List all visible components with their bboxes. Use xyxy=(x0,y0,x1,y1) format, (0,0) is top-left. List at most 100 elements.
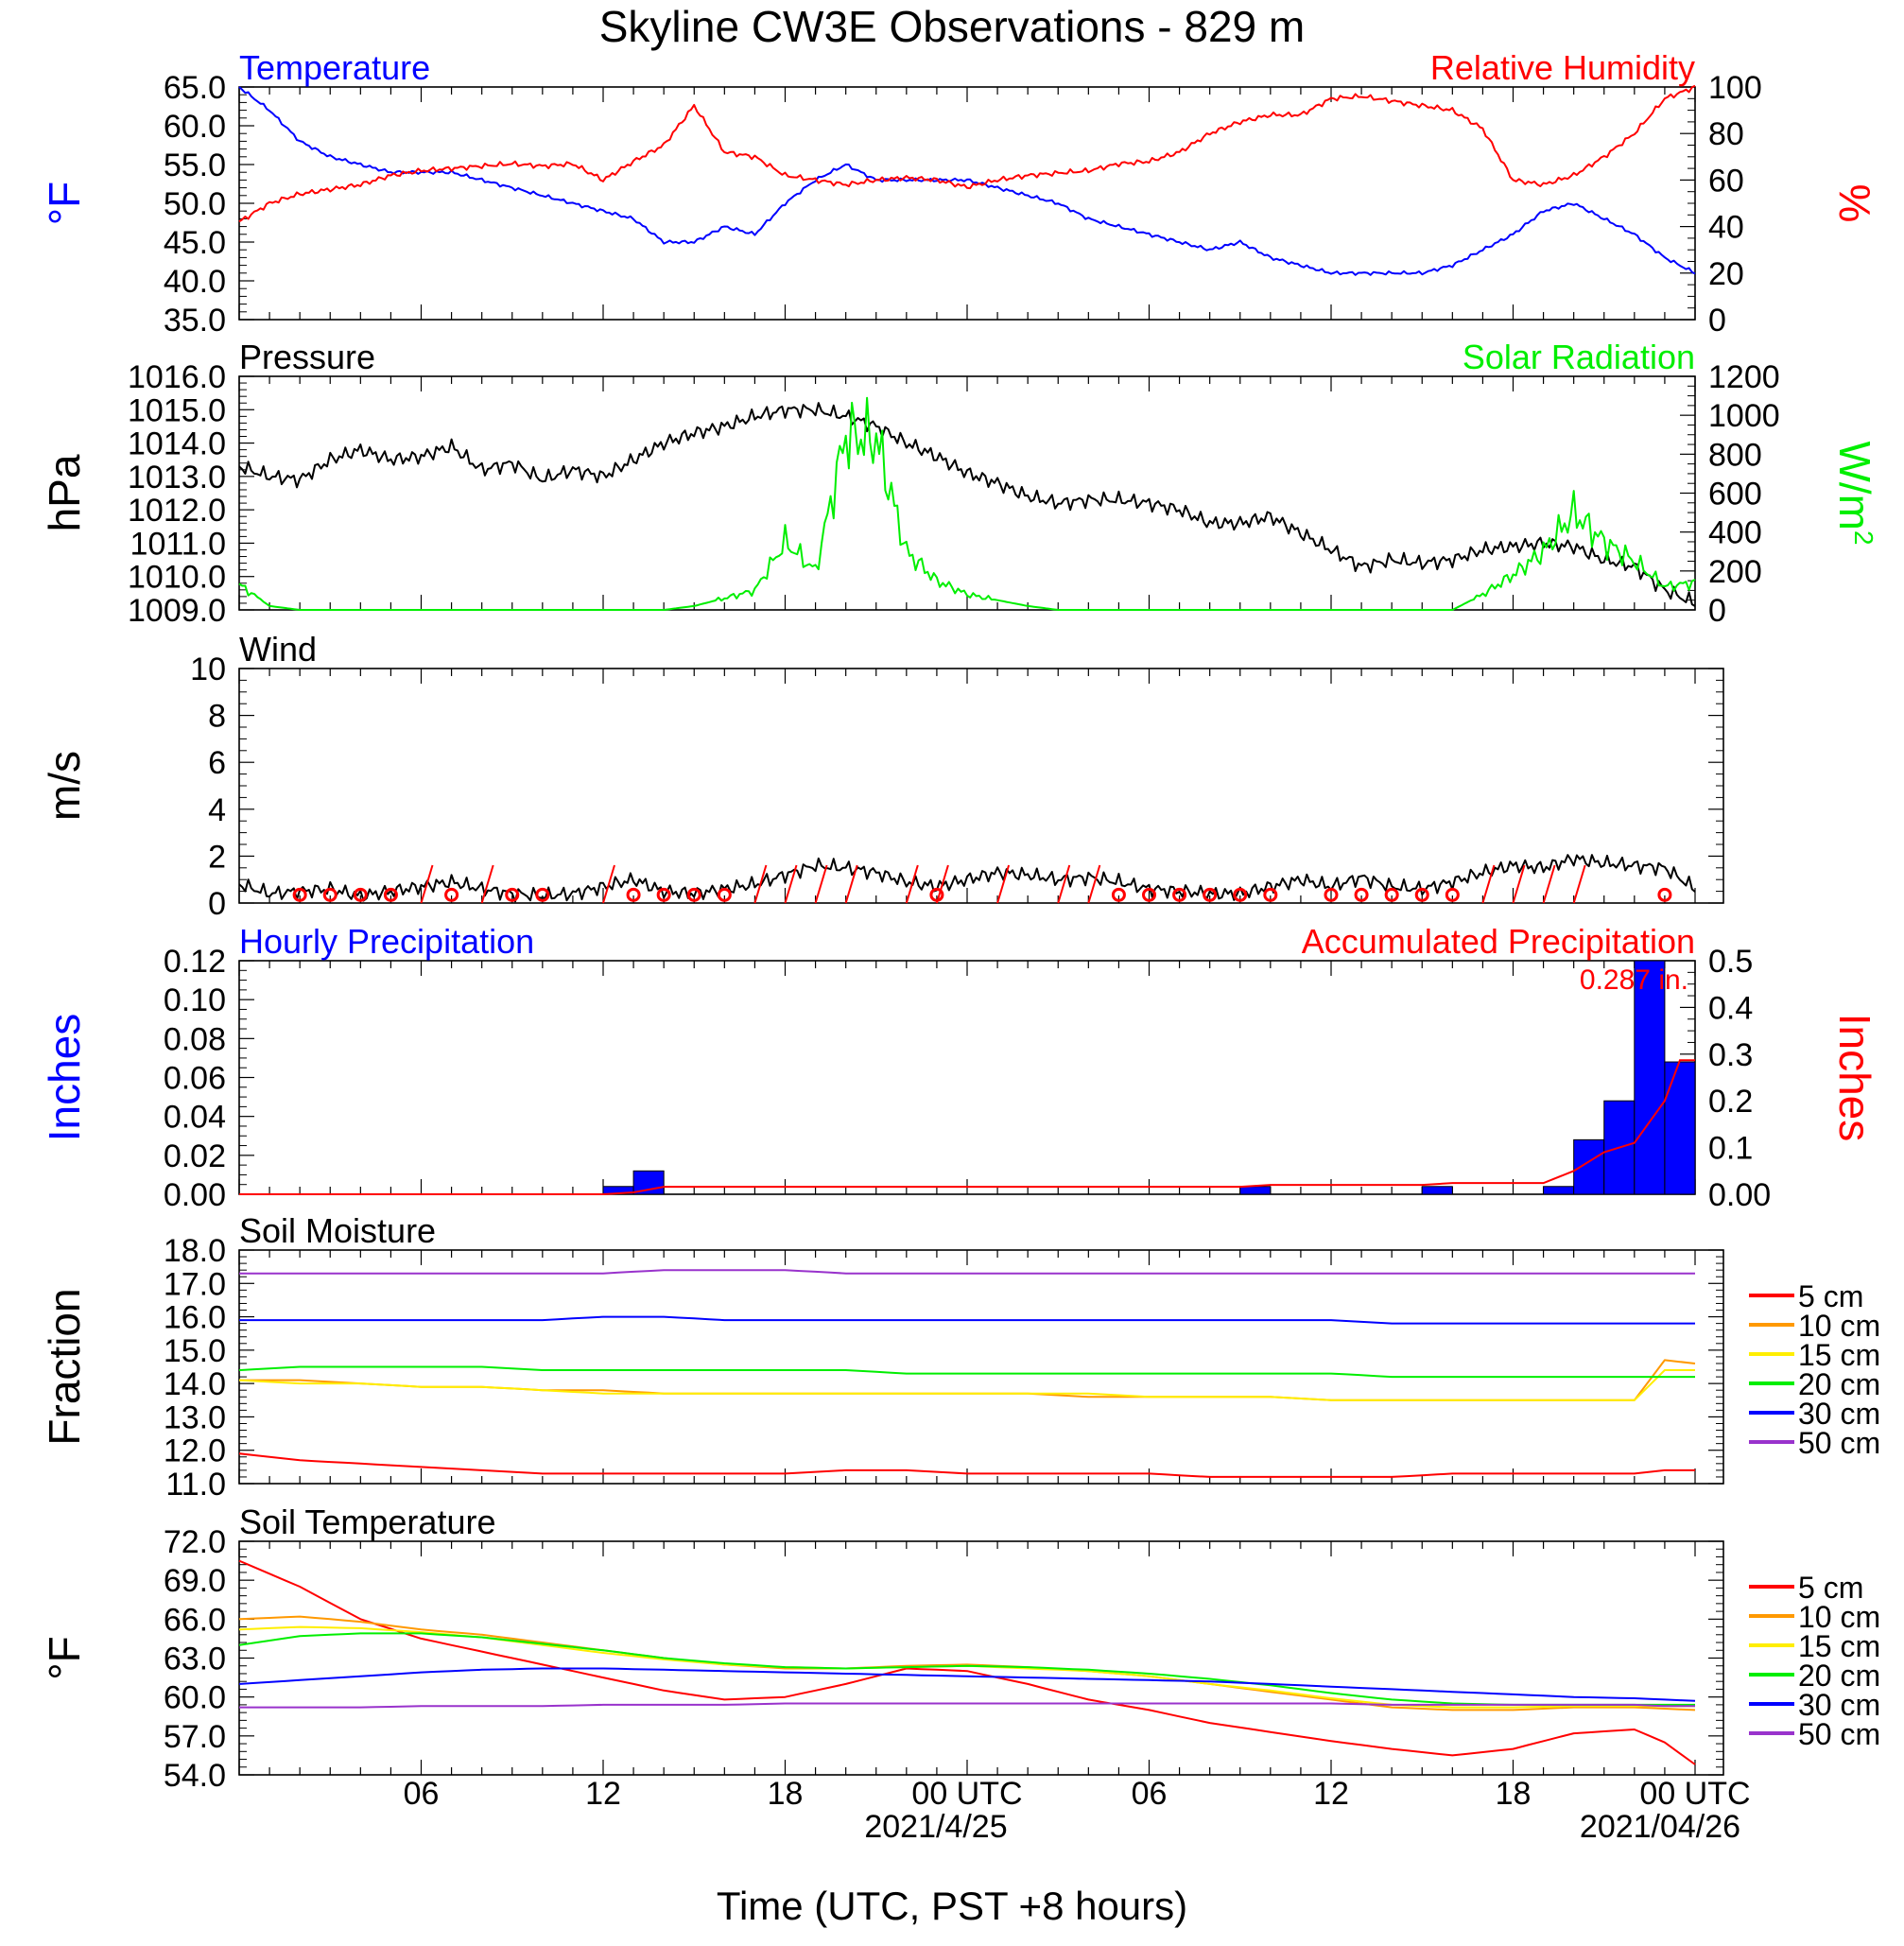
y-tick-label: 15.0 xyxy=(164,1333,226,1369)
panel-title-right: Solar Radiation xyxy=(1463,338,1695,376)
legend-label: 5 cm xyxy=(1798,1279,1863,1313)
y-axis-label-left: Inches xyxy=(40,1014,89,1142)
y-right-tick-label: 1200 xyxy=(1708,359,1780,395)
series-line-20-cm xyxy=(238,1632,1695,1706)
y-right-tick-label: 40 xyxy=(1708,210,1744,246)
legend-label: 15 cm xyxy=(1798,1629,1880,1663)
y-right-tick-label: 0 xyxy=(1708,303,1726,339)
y-right-tick-label: 1000 xyxy=(1708,398,1780,434)
panel-title-left: Pressure xyxy=(239,338,375,376)
legend-label: 20 cm xyxy=(1798,1659,1880,1693)
panel-soil_temp: 72.069.066.0 63.060.057.054.0 Soil Tempera… xyxy=(40,1503,1880,1794)
y-right-tick-label: 600 xyxy=(1708,477,1762,513)
wind-barb xyxy=(1572,864,1586,904)
y-axis-label-superscript: 2 xyxy=(1849,530,1878,546)
panel-wind: 10 8 6 4 2 0 Wind m/s xyxy=(40,630,1724,922)
y-right-tick-label: 20 xyxy=(1708,256,1744,292)
y-tick-label: 35.0 xyxy=(164,303,226,339)
wind-calm-circle xyxy=(1111,887,1126,902)
x-tick-label: 12 xyxy=(585,1776,621,1812)
y-tick-label: 63.0 xyxy=(164,1642,226,1677)
legend-label: 30 cm xyxy=(1798,1688,1880,1722)
legend-label: 30 cm xyxy=(1798,1397,1880,1431)
y-axis-label-left: °F xyxy=(40,1636,89,1680)
y-tick-label: 45.0 xyxy=(164,225,226,261)
y-tick-label: 0.08 xyxy=(164,1021,226,1057)
wind-calm-circle xyxy=(1324,887,1339,902)
y-tick-label: 14.0 xyxy=(164,1366,226,1402)
wind-calm-circle xyxy=(1414,887,1429,902)
y-tick-label: 1009.0 xyxy=(128,593,226,629)
y-tick-label: 1011.0 xyxy=(130,526,226,562)
legend-label: 50 cm xyxy=(1798,1717,1880,1751)
y-tick-label: 0.12 xyxy=(164,944,226,980)
y-tick-label: 10 xyxy=(190,652,226,687)
series-line-15-cm xyxy=(238,1625,1695,1709)
y-tick-label: 57.0 xyxy=(164,1719,226,1755)
wind-calm-circle xyxy=(383,887,398,902)
y-axis-label-left: °F xyxy=(40,182,89,226)
wind-barb xyxy=(844,864,858,904)
y-right-tick-label: 0.4 xyxy=(1708,990,1753,1026)
y-tick-label: 1013.0 xyxy=(128,460,226,495)
y-axis-label-left: Fraction xyxy=(40,1288,89,1445)
y-right-tick-label: 0.3 xyxy=(1708,1037,1753,1073)
x-date-2: 2021/04/26 xyxy=(1580,1809,1740,1845)
wind-calm-circle xyxy=(1263,887,1278,902)
y-tick-label: 4 xyxy=(208,792,226,828)
wind-calm-circle xyxy=(1354,887,1369,902)
legend-label: 20 cm xyxy=(1798,1367,1880,1401)
legend-label: 15 cm xyxy=(1798,1338,1880,1372)
wind-calm-circle xyxy=(444,887,459,902)
panel-frame xyxy=(238,1249,1724,1485)
wind-calm-circle xyxy=(292,887,307,902)
y-tick-label: 0.02 xyxy=(164,1138,226,1174)
precip-bar xyxy=(1634,960,1666,1195)
y-right-tick-label: 800 xyxy=(1708,437,1762,473)
panel-frame xyxy=(238,668,1724,904)
wind-barb xyxy=(1057,864,1071,904)
series-line-5-cm xyxy=(238,1452,1695,1478)
wind-barb xyxy=(1481,864,1496,904)
legend-label: 5 cm xyxy=(1798,1571,1863,1605)
y-tick-label: 66.0 xyxy=(164,1602,226,1638)
series-line-50-cm xyxy=(239,1269,1695,1275)
x-axis: 2021/4/25 2021/04/26 Time (UTC, PST +8 h… xyxy=(404,1776,1751,1928)
y-right-tick-label: 100 xyxy=(1708,70,1762,106)
series-line-20-cm xyxy=(238,1365,1695,1379)
y-tick-label: 16.0 xyxy=(164,1300,226,1336)
x-tick-label: 18 xyxy=(768,1776,804,1812)
wind-calm-circle xyxy=(1233,887,1248,902)
x-date-1: 2021/4/25 xyxy=(864,1809,1007,1845)
x-tick-label: 00 UTC xyxy=(911,1776,1022,1812)
y-axis-label-left: m/s xyxy=(40,751,89,821)
y-tick-label: 69.0 xyxy=(164,1563,226,1599)
x-tick-label: 06 xyxy=(404,1776,440,1812)
x-tick-label: 06 xyxy=(1132,1776,1168,1812)
series-line-pressure xyxy=(238,402,1696,607)
wind-barb xyxy=(996,864,1011,904)
wind-calm-circle xyxy=(686,887,701,902)
y-tick-label: 65.0 xyxy=(164,70,226,106)
wind-calm-circle xyxy=(1384,887,1399,902)
wind-barb xyxy=(602,864,615,904)
y-tick-label: 6 xyxy=(208,745,226,781)
wind-calm-circle xyxy=(1203,887,1218,902)
wind-calm-circle xyxy=(505,887,520,902)
panel-title-left: Soil Moisture xyxy=(239,1211,436,1250)
wind-calm-circle xyxy=(535,887,550,902)
y-right-tick-label: 60 xyxy=(1708,163,1744,199)
wind-calm-circle xyxy=(1142,887,1156,902)
wind-barb xyxy=(935,864,949,904)
y-tick-label: 0.04 xyxy=(164,1100,226,1136)
wind-barb xyxy=(1542,864,1556,904)
y-axis-label-right: Inches xyxy=(1830,1014,1879,1142)
wind-barb xyxy=(1087,864,1101,904)
wind-calm-circle xyxy=(353,887,368,902)
y-right-tick-label: 400 xyxy=(1708,515,1762,551)
panel-title-left: Hourly Precipitation xyxy=(239,922,534,961)
accumulated-annotation: 0.287 in. xyxy=(1580,964,1688,996)
series-line-50-cm xyxy=(239,1702,1695,1709)
